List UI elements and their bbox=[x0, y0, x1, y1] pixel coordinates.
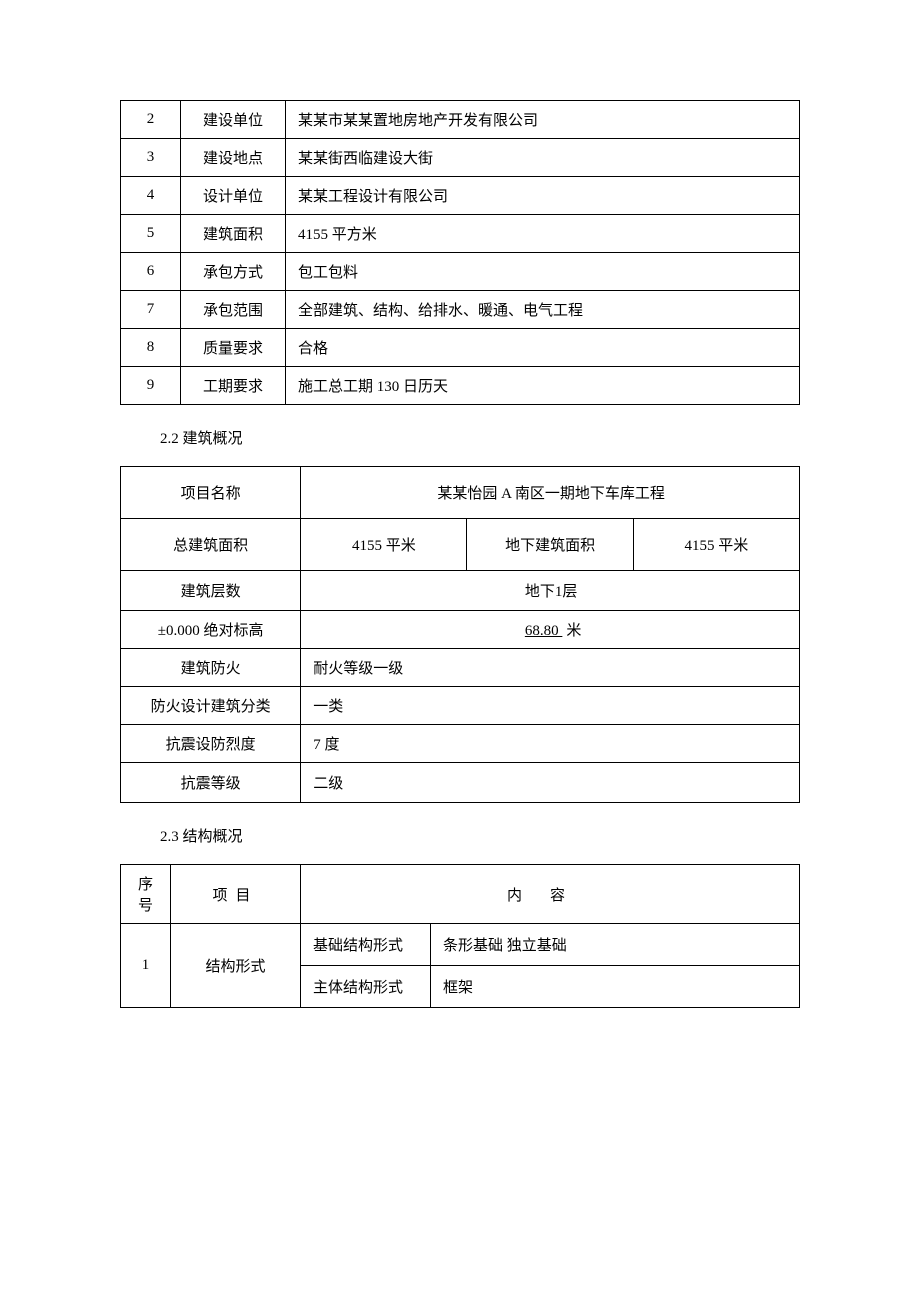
fire-design-class-value: 一类 bbox=[301, 687, 800, 725]
fire-protection-label: 建筑防火 bbox=[121, 649, 301, 687]
table-row: 2 建设单位 某某市某某置地房地产开发有限公司 bbox=[121, 101, 800, 139]
total-area-label: 总建筑面积 bbox=[121, 519, 301, 571]
row-number: 9 bbox=[121, 367, 181, 405]
row-value: 合格 bbox=[286, 329, 800, 367]
row-label: 建筑面积 bbox=[181, 215, 286, 253]
total-area-value: 4155 平米 bbox=[301, 519, 467, 571]
sub-value: 框架 bbox=[431, 966, 800, 1008]
table-row: 建筑防火 耐火等级一级 bbox=[121, 649, 800, 687]
table-row: 防火设计建筑分类 一类 bbox=[121, 687, 800, 725]
sub-label: 主体结构形式 bbox=[301, 966, 431, 1008]
row-label: 质量要求 bbox=[181, 329, 286, 367]
row-number: 5 bbox=[121, 215, 181, 253]
row-label: 建设地点 bbox=[181, 139, 286, 177]
project-name-label: 项目名称 bbox=[121, 467, 301, 519]
elevation-value: 68.80 bbox=[521, 623, 567, 639]
elevation-unit: 米 bbox=[566, 623, 581, 639]
table-row: 抗震设防烈度 7 度 bbox=[121, 725, 800, 763]
table-row: 8 质量要求 合格 bbox=[121, 329, 800, 367]
fire-protection-value: 耐火等级一级 bbox=[301, 649, 800, 687]
project-name-value: 某某怡园 A 南区一期地下车库工程 bbox=[301, 467, 800, 519]
table-row: 建筑层数 地下1层 bbox=[121, 571, 800, 611]
sub-label: 基础结构形式 bbox=[301, 924, 431, 966]
row-number: 7 bbox=[121, 291, 181, 329]
table-row: 抗震等级 二级 bbox=[121, 763, 800, 803]
row-value: 4155 平方米 bbox=[286, 215, 800, 253]
row-item: 结构形式 bbox=[171, 924, 301, 1008]
table-row: 9 工期要求 施工总工期 130 日历天 bbox=[121, 367, 800, 405]
header-seq: 序号 bbox=[121, 865, 171, 924]
elevation-label: ±0.000 绝对标高 bbox=[121, 611, 301, 649]
table-row: 5 建筑面积 4155 平方米 bbox=[121, 215, 800, 253]
project-info-table: 2 建设单位 某某市某某置地房地产开发有限公司 3 建设地点 某某街西临建设大街… bbox=[120, 100, 800, 405]
sub-value: 条形基础 独立基础 bbox=[431, 924, 800, 966]
row-seq: 1 bbox=[121, 924, 171, 1008]
floor-count-value: 地下1层 bbox=[301, 571, 800, 611]
row-number: 4 bbox=[121, 177, 181, 215]
building-overview-table: 项目名称 某某怡园 A 南区一期地下车库工程 总建筑面积 4155 平米 地下建… bbox=[120, 466, 800, 803]
seismic-grade-value: 二级 bbox=[301, 763, 800, 803]
row-number: 8 bbox=[121, 329, 181, 367]
row-label: 建设单位 bbox=[181, 101, 286, 139]
table-row: 6 承包方式 包工包料 bbox=[121, 253, 800, 291]
seismic-grade-label: 抗震等级 bbox=[121, 763, 301, 803]
section-2-3-heading: 2.3 结构概况 bbox=[160, 825, 800, 846]
table1-body: 2 建设单位 某某市某某置地房地产开发有限公司 3 建设地点 某某街西临建设大街… bbox=[121, 101, 800, 405]
table-row: 3 建设地点 某某街西临建设大街 bbox=[121, 139, 800, 177]
row-value: 全部建筑、结构、给排水、暖通、电气工程 bbox=[286, 291, 800, 329]
header-content: 内容 bbox=[301, 865, 800, 924]
row-number: 3 bbox=[121, 139, 181, 177]
row-value: 某某街西临建设大街 bbox=[286, 139, 800, 177]
row-label: 承包范围 bbox=[181, 291, 286, 329]
section-2-2-heading: 2.2 建筑概况 bbox=[160, 427, 800, 448]
row-value: 某某市某某置地房地产开发有限公司 bbox=[286, 101, 800, 139]
underground-area-label: 地下建筑面积 bbox=[467, 519, 633, 571]
structure-overview-table: 序号 项目 内容 1 结构形式 基础结构形式 条形基础 独立基础 主体结构形式 … bbox=[120, 864, 800, 1008]
row-number: 2 bbox=[121, 101, 181, 139]
row-value: 包工包料 bbox=[286, 253, 800, 291]
row-label: 设计单位 bbox=[181, 177, 286, 215]
floor-count-label: 建筑层数 bbox=[121, 571, 301, 611]
table-row: 总建筑面积 4155 平米 地下建筑面积 4155 平米 bbox=[121, 519, 800, 571]
row-value: 施工总工期 130 日历天 bbox=[286, 367, 800, 405]
row-number: 6 bbox=[121, 253, 181, 291]
table-row: 4 设计单位 某某工程设计有限公司 bbox=[121, 177, 800, 215]
row-label: 工期要求 bbox=[181, 367, 286, 405]
table-header-row: 序号 项目 内容 bbox=[121, 865, 800, 924]
table-row: ±0.000 绝对标高 68.80 米 bbox=[121, 611, 800, 649]
underground-area-value: 4155 平米 bbox=[633, 519, 799, 571]
header-item: 项目 bbox=[171, 865, 301, 924]
table-row: 1 结构形式 基础结构形式 条形基础 独立基础 bbox=[121, 924, 800, 966]
row-value: 某某工程设计有限公司 bbox=[286, 177, 800, 215]
fire-design-class-label: 防火设计建筑分类 bbox=[121, 687, 301, 725]
table-row: 7 承包范围 全部建筑、结构、给排水、暖通、电气工程 bbox=[121, 291, 800, 329]
seismic-intensity-value: 7 度 bbox=[301, 725, 800, 763]
seismic-intensity-label: 抗震设防烈度 bbox=[121, 725, 301, 763]
table-row: 项目名称 某某怡园 A 南区一期地下车库工程 bbox=[121, 467, 800, 519]
row-label: 承包方式 bbox=[181, 253, 286, 291]
elevation-value-cell: 68.80 米 bbox=[301, 611, 800, 649]
